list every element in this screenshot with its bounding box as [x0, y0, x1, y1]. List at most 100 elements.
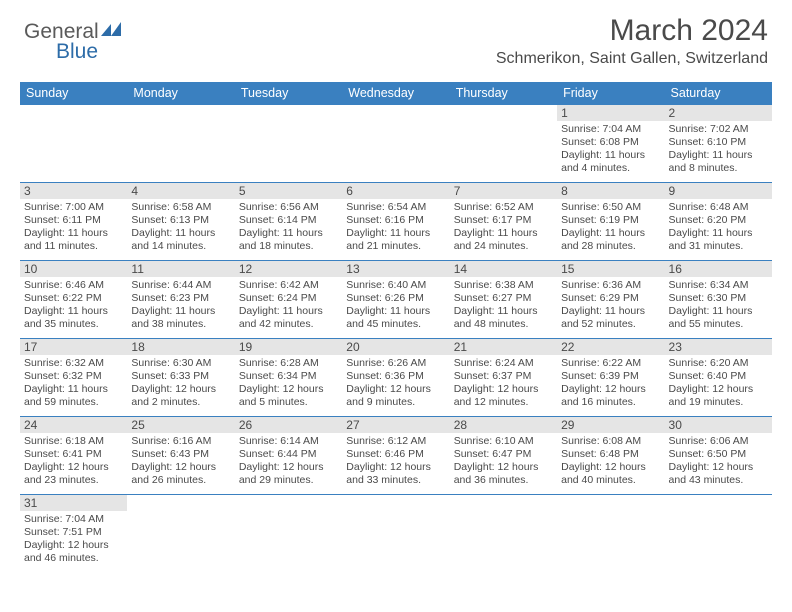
calendar-cell: 31Sunrise: 7:04 AMSunset: 7:51 PMDayligh… [20, 495, 127, 573]
weekday-header: Friday [557, 82, 664, 105]
day-details: Sunrise: 6:12 AMSunset: 6:46 PMDaylight:… [342, 433, 449, 491]
day-details: Sunrise: 6:34 AMSunset: 6:30 PMDaylight:… [665, 277, 772, 335]
calendar-cell: 8Sunrise: 6:50 AMSunset: 6:19 PMDaylight… [557, 183, 664, 261]
logo-flag-icon [101, 22, 123, 38]
day-details: Sunrise: 6:26 AMSunset: 6:36 PMDaylight:… [342, 355, 449, 413]
day-details: Sunrise: 7:04 AMSunset: 6:08 PMDaylight:… [557, 121, 664, 179]
calendar-cell: 1Sunrise: 7:04 AMSunset: 6:08 PMDaylight… [557, 105, 664, 183]
day-details: Sunrise: 7:04 AMSunset: 7:51 PMDaylight:… [20, 511, 127, 569]
day-number: 17 [20, 339, 127, 355]
calendar-cell: 26Sunrise: 6:14 AMSunset: 6:44 PMDayligh… [235, 417, 342, 495]
header: General Blue March 2024 Schmerikon, Sain… [0, 0, 792, 74]
calendar-cell: 4Sunrise: 6:58 AMSunset: 6:13 PMDaylight… [127, 183, 234, 261]
day-details: Sunrise: 6:46 AMSunset: 6:22 PMDaylight:… [20, 277, 127, 335]
day-details: Sunrise: 6:18 AMSunset: 6:41 PMDaylight:… [20, 433, 127, 491]
calendar-cell: 10Sunrise: 6:46 AMSunset: 6:22 PMDayligh… [20, 261, 127, 339]
day-details: Sunrise: 6:24 AMSunset: 6:37 PMDaylight:… [450, 355, 557, 413]
calendar-cell-empty [127, 495, 234, 573]
day-details: Sunrise: 6:14 AMSunset: 6:44 PMDaylight:… [235, 433, 342, 491]
weekday-header: Saturday [665, 82, 772, 105]
calendar-cell-empty [235, 105, 342, 183]
calendar-cell-empty [20, 105, 127, 183]
day-number: 13 [342, 261, 449, 277]
day-details: Sunrise: 6:16 AMSunset: 6:43 PMDaylight:… [127, 433, 234, 491]
logo: General Blue [24, 20, 123, 64]
day-details: Sunrise: 6:28 AMSunset: 6:34 PMDaylight:… [235, 355, 342, 413]
day-number: 7 [450, 183, 557, 199]
day-number: 10 [20, 261, 127, 277]
weekday-header-row: SundayMondayTuesdayWednesdayThursdayFrid… [20, 82, 772, 105]
calendar-cell: 28Sunrise: 6:10 AMSunset: 6:47 PMDayligh… [450, 417, 557, 495]
calendar-row: 24Sunrise: 6:18 AMSunset: 6:41 PMDayligh… [20, 417, 772, 495]
calendar-cell: 17Sunrise: 6:32 AMSunset: 6:32 PMDayligh… [20, 339, 127, 417]
day-details: Sunrise: 6:32 AMSunset: 6:32 PMDaylight:… [20, 355, 127, 413]
calendar-cell: 29Sunrise: 6:08 AMSunset: 6:48 PMDayligh… [557, 417, 664, 495]
day-details: Sunrise: 6:38 AMSunset: 6:27 PMDaylight:… [450, 277, 557, 335]
calendar-row: 31Sunrise: 7:04 AMSunset: 7:51 PMDayligh… [20, 495, 772, 573]
day-details: Sunrise: 6:48 AMSunset: 6:20 PMDaylight:… [665, 199, 772, 257]
day-details: Sunrise: 6:54 AMSunset: 6:16 PMDaylight:… [342, 199, 449, 257]
calendar-cell: 11Sunrise: 6:44 AMSunset: 6:23 PMDayligh… [127, 261, 234, 339]
day-number: 5 [235, 183, 342, 199]
day-number: 25 [127, 417, 234, 433]
day-details: Sunrise: 6:22 AMSunset: 6:39 PMDaylight:… [557, 355, 664, 413]
calendar-cell-empty [557, 495, 664, 573]
calendar-row: 3Sunrise: 7:00 AMSunset: 6:11 PMDaylight… [20, 183, 772, 261]
calendar-cell-empty [342, 105, 449, 183]
calendar-cell: 9Sunrise: 6:48 AMSunset: 6:20 PMDaylight… [665, 183, 772, 261]
day-details: Sunrise: 6:42 AMSunset: 6:24 PMDaylight:… [235, 277, 342, 335]
day-number: 16 [665, 261, 772, 277]
weekday-header: Wednesday [342, 82, 449, 105]
day-number: 9 [665, 183, 772, 199]
day-details: Sunrise: 6:40 AMSunset: 6:26 PMDaylight:… [342, 277, 449, 335]
day-details: Sunrise: 6:08 AMSunset: 6:48 PMDaylight:… [557, 433, 664, 491]
calendar-cell: 18Sunrise: 6:30 AMSunset: 6:33 PMDayligh… [127, 339, 234, 417]
calendar-cell-empty [235, 495, 342, 573]
calendar-cell-empty [342, 495, 449, 573]
day-number: 28 [450, 417, 557, 433]
calendar-cell: 13Sunrise: 6:40 AMSunset: 6:26 PMDayligh… [342, 261, 449, 339]
day-details: Sunrise: 6:50 AMSunset: 6:19 PMDaylight:… [557, 199, 664, 257]
calendar-table: SundayMondayTuesdayWednesdayThursdayFrid… [20, 82, 772, 573]
day-details: Sunrise: 6:44 AMSunset: 6:23 PMDaylight:… [127, 277, 234, 335]
calendar-cell: 25Sunrise: 6:16 AMSunset: 6:43 PMDayligh… [127, 417, 234, 495]
day-details: Sunrise: 6:10 AMSunset: 6:47 PMDaylight:… [450, 433, 557, 491]
calendar-cell: 6Sunrise: 6:54 AMSunset: 6:16 PMDaylight… [342, 183, 449, 261]
weekday-header: Sunday [20, 82, 127, 105]
calendar-cell-empty [665, 495, 772, 573]
day-details: Sunrise: 6:58 AMSunset: 6:13 PMDaylight:… [127, 199, 234, 257]
day-number: 2 [665, 105, 772, 121]
day-number: 1 [557, 105, 664, 121]
calendar-cell: 15Sunrise: 6:36 AMSunset: 6:29 PMDayligh… [557, 261, 664, 339]
day-number: 11 [127, 261, 234, 277]
day-details: Sunrise: 6:56 AMSunset: 6:14 PMDaylight:… [235, 199, 342, 257]
day-number: 22 [557, 339, 664, 355]
calendar-cell: 7Sunrise: 6:52 AMSunset: 6:17 PMDaylight… [450, 183, 557, 261]
day-number: 19 [235, 339, 342, 355]
day-number: 21 [450, 339, 557, 355]
day-number: 27 [342, 417, 449, 433]
calendar-cell: 23Sunrise: 6:20 AMSunset: 6:40 PMDayligh… [665, 339, 772, 417]
day-details: Sunrise: 7:02 AMSunset: 6:10 PMDaylight:… [665, 121, 772, 179]
calendar-body: 1Sunrise: 7:04 AMSunset: 6:08 PMDaylight… [20, 105, 772, 573]
day-number: 15 [557, 261, 664, 277]
calendar-cell: 21Sunrise: 6:24 AMSunset: 6:37 PMDayligh… [450, 339, 557, 417]
day-number: 20 [342, 339, 449, 355]
day-number: 12 [235, 261, 342, 277]
day-number: 14 [450, 261, 557, 277]
weekday-header: Monday [127, 82, 234, 105]
day-number: 24 [20, 417, 127, 433]
calendar-cell: 22Sunrise: 6:22 AMSunset: 6:39 PMDayligh… [557, 339, 664, 417]
calendar-cell: 24Sunrise: 6:18 AMSunset: 6:41 PMDayligh… [20, 417, 127, 495]
day-number: 6 [342, 183, 449, 199]
day-number: 23 [665, 339, 772, 355]
title-block: March 2024 Schmerikon, Saint Gallen, Swi… [496, 14, 768, 68]
weekday-header: Thursday [450, 82, 557, 105]
month-title: March 2024 [496, 14, 768, 48]
day-details: Sunrise: 6:52 AMSunset: 6:17 PMDaylight:… [450, 199, 557, 257]
day-details: Sunrise: 6:30 AMSunset: 6:33 PMDaylight:… [127, 355, 234, 413]
day-number: 30 [665, 417, 772, 433]
calendar-row: 17Sunrise: 6:32 AMSunset: 6:32 PMDayligh… [20, 339, 772, 417]
day-number: 26 [235, 417, 342, 433]
calendar-cell: 14Sunrise: 6:38 AMSunset: 6:27 PMDayligh… [450, 261, 557, 339]
